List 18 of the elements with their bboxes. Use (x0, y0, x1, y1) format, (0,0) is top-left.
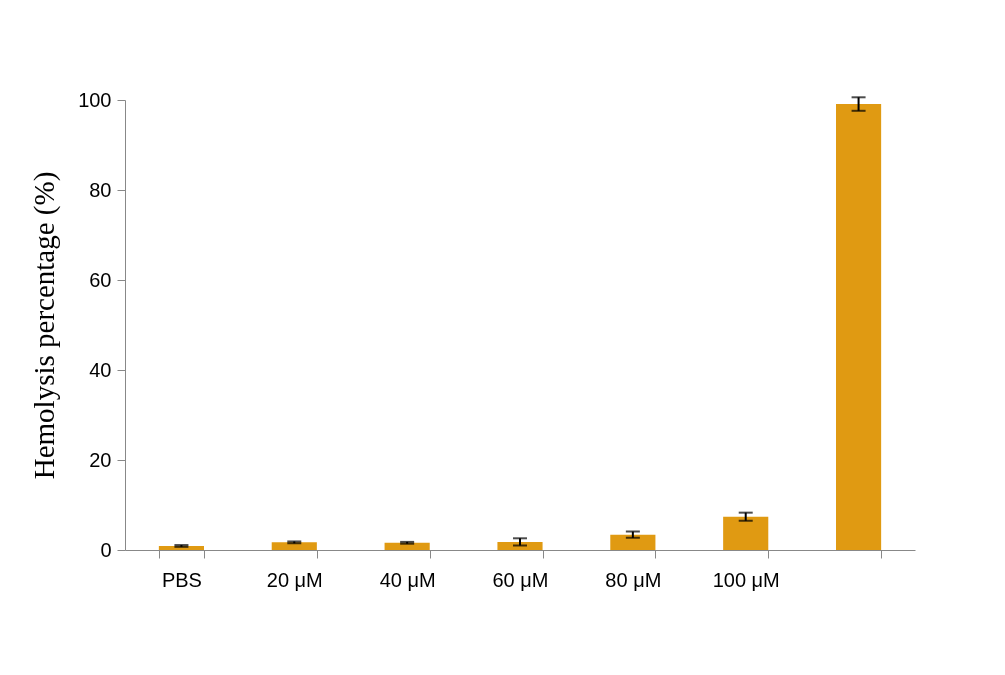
x-tick-label: 100 μM (712, 568, 780, 591)
x-tick-label: 80 μM (605, 568, 662, 591)
x-tick-label: 20 μM (266, 568, 323, 591)
x-tick-label: 60 μM (492, 568, 549, 591)
bar (384, 542, 430, 550)
y-tick-label: 0 (100, 538, 112, 561)
y-tick-label: 60 (89, 268, 112, 291)
y-tick-label: 80 (89, 178, 112, 201)
y-tick-label: 100 (78, 88, 112, 111)
y-axis-title: Hemolysis percentage (%) (28, 171, 62, 480)
bar (723, 516, 769, 550)
bar (610, 534, 656, 550)
bar (836, 104, 882, 550)
x-tick-label: 40 μM (379, 568, 436, 591)
x-tick-label: PBS (161, 568, 202, 591)
y-tick-label: 40 (89, 358, 112, 381)
bar (271, 542, 317, 550)
y-tick-label: 20 (89, 448, 112, 471)
